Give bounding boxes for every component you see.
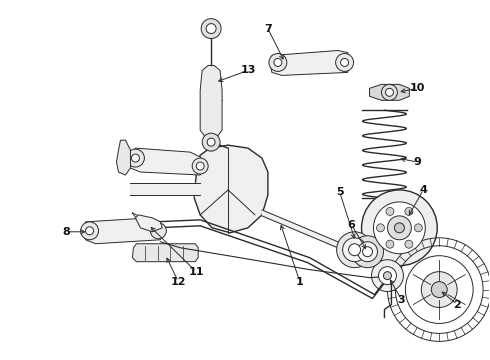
Circle shape bbox=[386, 240, 394, 248]
Circle shape bbox=[337, 232, 372, 268]
Circle shape bbox=[386, 88, 393, 96]
Polygon shape bbox=[194, 145, 268, 233]
Text: 6: 6 bbox=[347, 220, 356, 230]
Text: 10: 10 bbox=[410, 84, 425, 93]
Circle shape bbox=[206, 24, 216, 33]
Circle shape bbox=[207, 138, 215, 146]
Circle shape bbox=[363, 247, 372, 257]
Text: 3: 3 bbox=[397, 294, 405, 305]
Circle shape bbox=[150, 223, 166, 239]
Polygon shape bbox=[135, 215, 162, 232]
Circle shape bbox=[343, 238, 367, 262]
Circle shape bbox=[126, 149, 145, 167]
Circle shape bbox=[378, 267, 396, 285]
Circle shape bbox=[388, 216, 412, 240]
Circle shape bbox=[86, 227, 94, 235]
Polygon shape bbox=[128, 148, 205, 175]
Text: 8: 8 bbox=[63, 227, 71, 237]
Polygon shape bbox=[369, 84, 409, 100]
Circle shape bbox=[352, 236, 384, 268]
Circle shape bbox=[362, 190, 437, 266]
Text: 4: 4 bbox=[419, 185, 427, 195]
Circle shape bbox=[394, 223, 404, 233]
Circle shape bbox=[336, 54, 354, 71]
Polygon shape bbox=[270, 50, 352, 75]
Circle shape bbox=[405, 240, 413, 248]
Circle shape bbox=[405, 207, 413, 215]
Circle shape bbox=[201, 19, 221, 39]
Circle shape bbox=[386, 207, 394, 215]
Circle shape bbox=[384, 272, 392, 280]
Circle shape bbox=[431, 282, 447, 298]
Polygon shape bbox=[130, 183, 200, 195]
Text: 7: 7 bbox=[264, 24, 272, 33]
Polygon shape bbox=[200, 66, 222, 138]
Circle shape bbox=[196, 162, 204, 170]
Text: 12: 12 bbox=[171, 276, 186, 287]
Circle shape bbox=[382, 84, 397, 100]
Circle shape bbox=[131, 154, 140, 162]
Polygon shape bbox=[132, 244, 198, 262]
Text: 11: 11 bbox=[189, 267, 204, 276]
Circle shape bbox=[421, 272, 457, 307]
Circle shape bbox=[341, 58, 348, 67]
Circle shape bbox=[371, 260, 403, 292]
Circle shape bbox=[192, 158, 208, 174]
Text: 5: 5 bbox=[336, 187, 343, 197]
Text: 2: 2 bbox=[453, 300, 461, 310]
Circle shape bbox=[373, 202, 425, 254]
Circle shape bbox=[415, 224, 422, 232]
Text: 1: 1 bbox=[296, 276, 304, 287]
Circle shape bbox=[269, 54, 287, 71]
Text: 13: 13 bbox=[240, 66, 256, 76]
Circle shape bbox=[274, 58, 282, 67]
Polygon shape bbox=[117, 140, 130, 175]
Circle shape bbox=[202, 133, 220, 151]
Circle shape bbox=[376, 224, 385, 232]
Circle shape bbox=[81, 222, 98, 240]
Polygon shape bbox=[83, 218, 163, 244]
Text: 9: 9 bbox=[414, 157, 421, 167]
Circle shape bbox=[358, 242, 377, 262]
Circle shape bbox=[348, 244, 361, 256]
